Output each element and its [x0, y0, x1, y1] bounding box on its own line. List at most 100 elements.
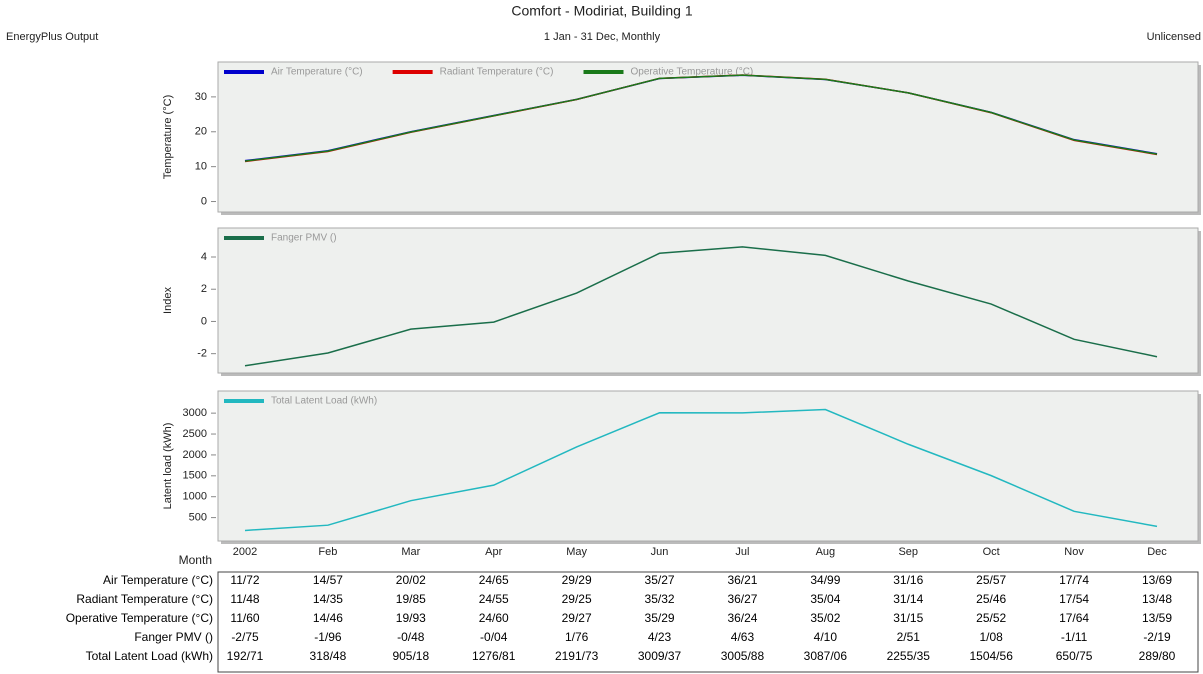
table-cell: -1/96 — [314, 630, 342, 644]
table-cell: -0/04 — [480, 630, 508, 644]
plot-area — [217, 61, 1199, 213]
table-cell: 14/57 — [313, 573, 343, 587]
table-cell: 24/60 — [479, 611, 509, 625]
y-tick-label: 0 — [201, 315, 207, 327]
row-label: Total Latent Load (kWh) — [86, 649, 213, 663]
y-tick-label: -2 — [197, 348, 207, 360]
table-cell: 17/74 — [1059, 573, 1089, 587]
table-box — [217, 571, 1199, 673]
y-tick-label: 1000 — [183, 491, 207, 503]
table-cell: 318/48 — [310, 649, 347, 663]
table-cell: 4/10 — [814, 630, 838, 644]
table-cell: 3087/06 — [804, 649, 848, 663]
y-axis-label: Latent load (kWh) — [162, 423, 174, 510]
y-tick-label: 2000 — [183, 449, 207, 461]
row-label: Fanger PMV () — [134, 630, 213, 644]
table-cell: 29/25 — [562, 592, 592, 606]
row-label: Operative Temperature (°C) — [66, 611, 213, 625]
table-cell: 35/02 — [810, 611, 840, 625]
table-cell: 31/15 — [893, 611, 923, 625]
table-cell: 13/69 — [1142, 573, 1172, 587]
x-tick-label: Jun — [651, 546, 669, 558]
table-cell: -0/48 — [397, 630, 425, 644]
x-axis-label: Month — [179, 553, 212, 567]
table-cell: 14/46 — [313, 611, 343, 625]
y-tick-label: 3000 — [183, 407, 207, 419]
legend-label: Total Latent Load (kWh) — [271, 396, 377, 407]
table-cell: 905/18 — [392, 649, 429, 663]
x-tick-label: Feb — [318, 546, 337, 558]
plot-area — [217, 227, 1199, 374]
chart-title: Comfort - Modiriat, Building 1 — [511, 3, 693, 19]
table-cell: 11/60 — [230, 611, 259, 625]
header-right: Unlicensed — [1147, 31, 1201, 43]
table-cell: 1/08 — [980, 630, 1004, 644]
legend-label: Air Temperature (°C) — [271, 67, 363, 78]
x-tick-label: Apr — [485, 546, 502, 558]
table-cell: 19/85 — [396, 592, 426, 606]
y-tick-label: 20 — [195, 126, 207, 138]
y-tick-label: 30 — [195, 91, 207, 103]
y-tick-label: 10 — [195, 161, 207, 173]
table-cell: 2255/35 — [887, 649, 931, 663]
table-cell: 17/64 — [1059, 611, 1089, 625]
row-label: Air Temperature (°C) — [103, 573, 213, 587]
table-cell: 29/29 — [562, 573, 592, 587]
table-cell: 11/72 — [230, 573, 259, 587]
chart-subtitle: 1 Jan - 31 Dec, Monthly — [544, 31, 661, 43]
x-tick-label: Nov — [1064, 546, 1084, 558]
table-cell: 650/75 — [1056, 649, 1093, 663]
x-tick-label: Aug — [816, 546, 836, 558]
table-cell: 1504/56 — [969, 649, 1013, 663]
table-cell: 192/71 — [227, 649, 264, 663]
y-tick-label: 2 — [201, 283, 207, 295]
y-tick-label: 2500 — [183, 428, 207, 440]
table-cell: 19/93 — [396, 611, 426, 625]
table-cell: 2/51 — [897, 630, 921, 644]
x-tick-label: Oct — [983, 546, 1000, 558]
table-cell: -2/75 — [231, 630, 259, 644]
table-cell: 35/27 — [645, 573, 675, 587]
table-cell: 34/99 — [810, 573, 840, 587]
table-cell: 11/48 — [230, 592, 259, 606]
y-axis-label: Index — [162, 287, 174, 314]
y-tick-label: 1500 — [183, 470, 207, 482]
legend-label: Radiant Temperature (°C) — [440, 67, 554, 78]
table-cell: 35/29 — [645, 611, 675, 625]
x-tick-label: 2002 — [233, 546, 257, 558]
series-line — [244, 408, 1158, 532]
x-tick-label: Sep — [898, 546, 918, 558]
table-cell: -2/19 — [1143, 630, 1171, 644]
table-cell: 36/27 — [727, 592, 757, 606]
table-cell: 13/59 — [1142, 611, 1172, 625]
table-cell: 4/63 — [731, 630, 755, 644]
x-tick-label: Dec — [1147, 546, 1167, 558]
table-cell: 25/46 — [976, 592, 1006, 606]
table-cell: 1/76 — [565, 630, 589, 644]
table-cell: 3009/37 — [638, 649, 682, 663]
table-cell: 35/04 — [810, 592, 840, 606]
table-cell: 31/14 — [893, 592, 923, 606]
table-cell: 24/65 — [479, 573, 509, 587]
table-cell: 1276/81 — [472, 649, 516, 663]
table-cell: 25/57 — [976, 573, 1006, 587]
x-tick-label: Mar — [401, 546, 420, 558]
row-label: Radiant Temperature (°C) — [76, 592, 213, 606]
table-cell: 24/55 — [479, 592, 509, 606]
plot-area — [217, 390, 1199, 542]
table-cell: 4/23 — [648, 630, 672, 644]
y-tick-label: 4 — [201, 251, 207, 263]
table-cell: 29/27 — [562, 611, 592, 625]
x-tick-label: Jul — [735, 546, 749, 558]
x-tick-label: May — [566, 546, 587, 558]
table-cell: 35/32 — [645, 592, 675, 606]
legend-label: Operative Temperature (°C) — [631, 67, 754, 78]
table-cell: 25/52 — [976, 611, 1006, 625]
legend-label: Fanger PMV () — [271, 233, 337, 244]
table-cell: 14/35 — [313, 592, 343, 606]
table-cell: 289/80 — [1139, 649, 1176, 663]
table-cell: 36/24 — [727, 611, 757, 625]
y-tick-label: 0 — [201, 195, 207, 207]
y-axis-label: Temperature (°C) — [162, 95, 174, 179]
header-left: EnergyPlus Output — [6, 31, 98, 43]
